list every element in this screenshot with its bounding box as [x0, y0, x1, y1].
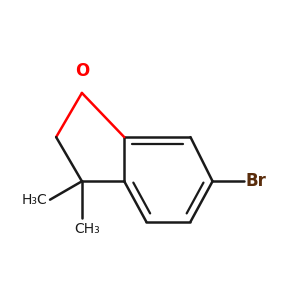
- Text: H₃C: H₃C: [21, 193, 47, 207]
- Text: O: O: [75, 62, 89, 80]
- Text: CH₃: CH₃: [75, 222, 100, 236]
- Text: Br: Br: [246, 172, 267, 190]
